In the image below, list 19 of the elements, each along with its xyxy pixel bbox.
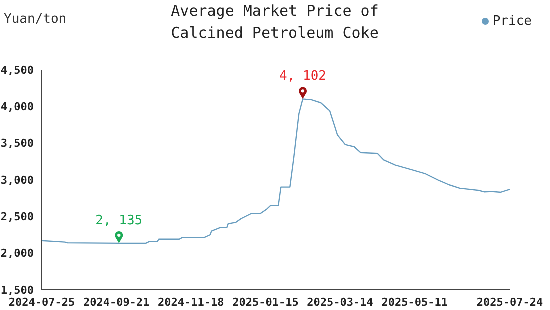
y-tick-label: 1,500 [0, 284, 34, 297]
y-axis-title: Yuan/ton [4, 12, 67, 27]
x-tick-label: 2025-01-15 [232, 296, 299, 309]
annotation: 2, 135 [96, 213, 143, 228]
y-tick-label: 3,000 [0, 174, 34, 187]
y-tick-label: 3,500 [0, 137, 34, 150]
annotation: 4, 102 [280, 69, 326, 84]
x-tick-label: 2025-07-24 [476, 296, 544, 309]
y-tick-label: 4,500 [0, 64, 34, 77]
x-tick-label: 2024-07-25 [8, 296, 76, 309]
y-tick-label: 2,000 [0, 247, 34, 260]
chart-title: Average Market Price of Calcined Petroleum Coke [170, 1, 380, 44]
legend-label: Price [492, 14, 532, 29]
x-tick-label: 2025-05-11 [382, 296, 448, 309]
x-tick-label: 2025-03-14 [307, 296, 374, 309]
y-tick-label: 4,000 [0, 100, 34, 114]
x-tick-label: 2024-09-21 [83, 296, 150, 309]
y-tick-label: 2,500 [0, 210, 34, 224]
x-tick-label: 2024-11-18 [158, 296, 224, 309]
